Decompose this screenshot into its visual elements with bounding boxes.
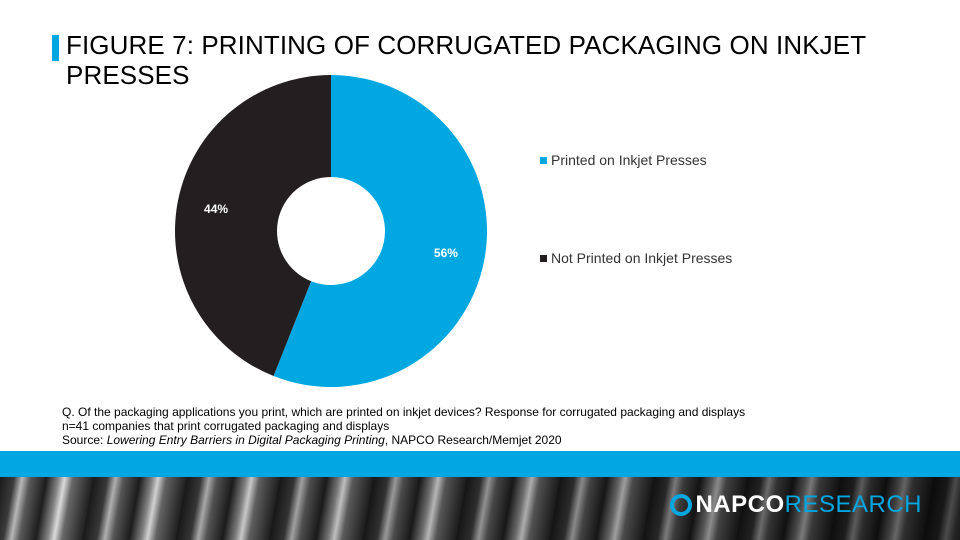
legend-item-1: Not Printed on Inkjet Presses	[540, 250, 732, 266]
logo-ring-icon	[670, 494, 693, 516]
title-accent-bar	[52, 35, 59, 61]
slice-label-1: 44%	[204, 202, 228, 216]
title-block: FIGURE 7: PRINTING OF CORRUGATED PACKAGI…	[52, 30, 932, 90]
source-line: Source: Lowering Entry Barriers in Digit…	[62, 433, 942, 447]
source-suffix: , NAPCO Research/Memjet 2020	[384, 433, 562, 447]
survey-question: Q. Of the packaging applications you pri…	[62, 405, 746, 419]
footer-decorative-strip	[0, 477, 960, 540]
donut-slice-0	[273, 75, 487, 387]
donut-slice-1	[174, 74, 331, 377]
page-title: FIGURE 7: PRINTING OF CORRUGATED PACKAGI…	[66, 30, 866, 90]
logo-research-text: RESEARCH	[784, 491, 922, 518]
source-title: Lowering Entry Barriers in Digital Packa…	[106, 433, 385, 447]
napco-research-logo: NAPCO RESEARCH	[670, 491, 922, 519]
logo-napco-text: NAPCO	[695, 491, 785, 518]
legend-item-0: Printed on Inkjet Presses	[540, 152, 707, 168]
legend-label-0: Printed on Inkjet Presses	[551, 152, 707, 168]
legend-label-1: Not Printed on Inkjet Presses	[551, 250, 733, 266]
chart-notes: Q. Of the packaging applications you pri…	[62, 405, 942, 447]
donut-chart: 56% 44%	[174, 74, 487, 387]
legend-swatch-1	[540, 254, 547, 262]
legend-swatch-0	[540, 156, 547, 164]
slice-label-0: 56%	[434, 246, 458, 260]
source-prefix: Source:	[62, 433, 107, 447]
sample-size: n=41 companies that print corrugated pac…	[62, 419, 390, 433]
footer-accent-band	[0, 451, 960, 477]
